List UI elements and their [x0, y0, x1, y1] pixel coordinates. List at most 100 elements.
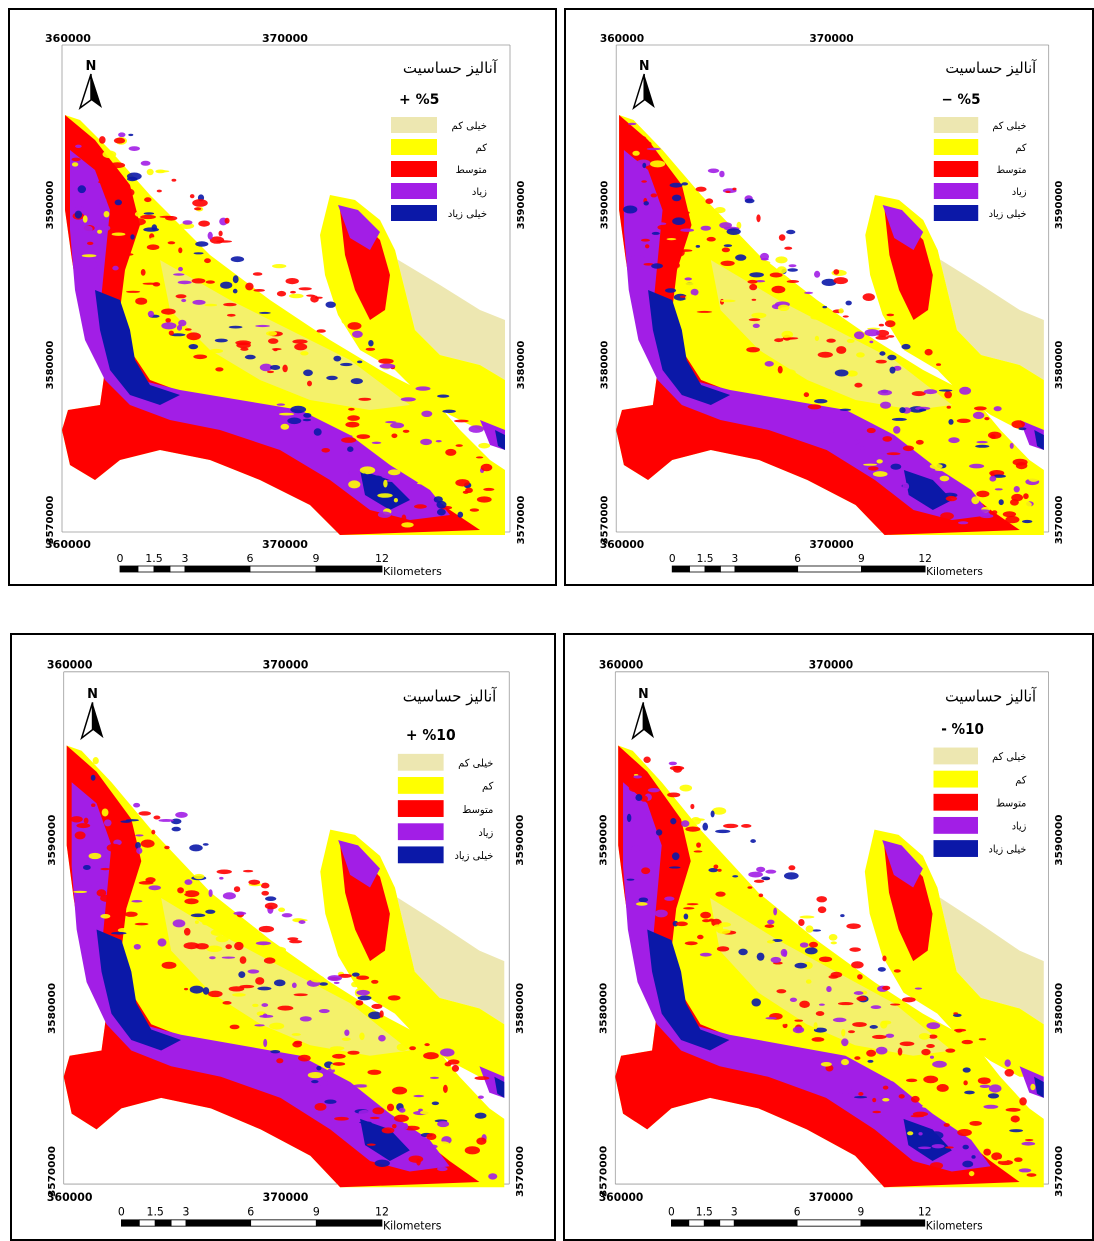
texture-speck — [476, 1137, 487, 1145]
texture-speck — [267, 370, 274, 374]
texture-speck — [632, 150, 640, 156]
texture-speck — [189, 194, 195, 199]
texture-speck — [879, 351, 886, 356]
texture-speck — [303, 413, 312, 418]
scalebar-segment — [250, 1219, 317, 1227]
texture-speck — [130, 234, 135, 240]
texture-speck — [198, 220, 210, 227]
texture-speck — [778, 234, 786, 241]
x-tick-bottom-label: 360000 — [599, 1191, 644, 1205]
texture-speck — [402, 429, 410, 433]
texture-speck — [451, 1064, 460, 1072]
texture-speck — [1014, 1157, 1023, 1163]
texture-speck — [332, 1053, 346, 1059]
texture-speck — [268, 338, 279, 344]
texture-speck — [834, 369, 849, 377]
texture-speck — [840, 914, 845, 918]
texture-speck — [721, 247, 731, 253]
texture-speck — [889, 366, 896, 374]
texture-speck — [281, 913, 293, 918]
texture-speck — [276, 418, 290, 423]
texture-speck — [856, 352, 865, 358]
texture-speck — [112, 265, 119, 271]
scalebar-tick-label: 3 — [731, 1205, 738, 1219]
moderate-zone-band — [616, 115, 1020, 535]
texture-speck — [140, 839, 155, 848]
legend-class-label: متوسط — [462, 805, 493, 816]
texture-speck — [178, 319, 187, 327]
texture-speck — [977, 509, 991, 513]
texture-speck — [222, 1001, 232, 1005]
texture-speck — [696, 842, 701, 848]
texture-speck — [814, 270, 821, 278]
texture-speck — [188, 344, 199, 350]
texture-speck — [219, 876, 224, 880]
y-tick-right-label: 3590000 — [516, 181, 527, 230]
texture-speck — [400, 397, 416, 402]
texture-speck — [866, 427, 876, 434]
texture-speck — [928, 1034, 938, 1039]
texture-speck — [693, 850, 703, 853]
texture-speck — [146, 168, 154, 176]
map-content: 360000 360000 370000 370000 3590000 3590000 35… — [45, 32, 527, 578]
scalebar-tick-label: 9 — [858, 552, 865, 565]
texture-speck — [393, 498, 398, 503]
very-high-zone — [647, 929, 730, 1051]
texture-speck — [830, 941, 837, 945]
texture-speck — [205, 909, 216, 914]
texture-speck — [915, 406, 931, 411]
texture-speck — [864, 329, 880, 337]
scalebar-segment — [137, 565, 155, 573]
x-tick-bottom-label: 370000 — [262, 538, 308, 551]
texture-speck — [884, 320, 896, 328]
texture-speck — [437, 394, 450, 398]
x-tick-top-label: 360000 — [45, 32, 91, 45]
texture-speck — [247, 969, 260, 974]
texture-speck — [939, 1006, 947, 1013]
texture-speck — [111, 232, 126, 236]
texture-speck — [817, 906, 827, 914]
scalebar-segment — [671, 1219, 690, 1227]
texture-speck — [749, 283, 758, 291]
texture-speck — [366, 1081, 371, 1090]
y-tick-right-label: 3590000 — [515, 815, 526, 866]
legend-swatch — [391, 161, 437, 177]
texture-speck — [975, 444, 990, 448]
texture-speck — [872, 1110, 882, 1114]
x-tick-bottom-label: 370000 — [809, 1191, 854, 1205]
very-low-zone — [884, 250, 1044, 380]
texture-speck — [842, 315, 849, 318]
texture-speck — [646, 812, 651, 819]
texture-speck — [401, 514, 407, 523]
legend-class-label: خیلی کم — [458, 758, 493, 769]
texture-speck — [738, 948, 748, 956]
texture-speck — [668, 866, 681, 869]
texture-speck — [815, 1011, 825, 1016]
susceptibility-map — [616, 115, 1044, 535]
texture-speck — [875, 335, 889, 340]
north-arrow-icon: N — [78, 59, 102, 110]
texture-speck — [351, 981, 359, 988]
texture-speck — [143, 212, 155, 215]
texture-speck — [91, 803, 96, 807]
texture-speck — [265, 896, 277, 902]
texture-speck — [278, 907, 286, 912]
texture-speck — [690, 288, 699, 296]
scalebar-segment — [719, 1219, 735, 1227]
texture-speck — [261, 890, 269, 896]
texture-speck — [1004, 1069, 1014, 1077]
texture-speck — [1030, 1083, 1036, 1091]
texture-speck — [287, 937, 299, 941]
texture-speck — [852, 1022, 867, 1027]
texture-speck — [872, 471, 888, 477]
texture-speck — [103, 819, 112, 827]
texture-speck — [387, 995, 401, 1001]
texture-speck — [371, 1003, 383, 1009]
texture-speck — [133, 802, 141, 808]
texture-speck — [789, 997, 798, 1003]
north-label: N — [638, 687, 649, 703]
texture-speck — [234, 941, 244, 951]
texture-speck — [751, 298, 757, 301]
texture-speck — [232, 275, 239, 284]
x-tick-top-label: 360000 — [599, 658, 644, 672]
